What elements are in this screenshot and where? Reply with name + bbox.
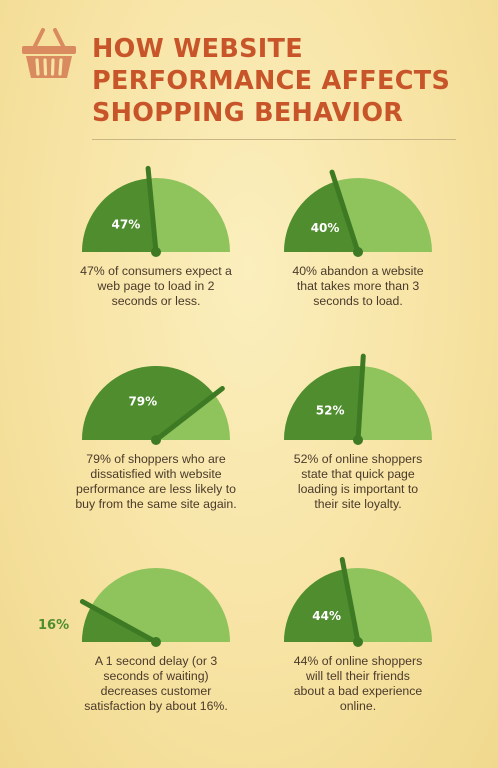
gauge-fill: [284, 569, 358, 642]
stat-cell-4: 52% 52% of online shoppers state that qu…: [258, 353, 458, 512]
percent-label: 79%: [128, 394, 157, 408]
stat-caption: 79% of shoppers who are dissatisfied wit…: [56, 452, 256, 512]
caption-line: A 1 second delay (or 3: [94, 654, 218, 668]
stat-cell-6: 44% 44% of online shoppers will tell the…: [258, 556, 458, 714]
caption-line: 79% of shoppers who are: [86, 452, 226, 466]
caption-line: dissatisfied with website: [90, 467, 222, 481]
gauge: [79, 568, 230, 647]
caption-line: seconds or less.: [111, 294, 201, 308]
caption-line: buy from the same site again.: [75, 497, 237, 511]
gauge-hub: [353, 637, 363, 647]
stat-cell-5: A 1 second delay (or 3 seconds of waitin…: [56, 566, 256, 714]
gauge-fill: [82, 365, 215, 440]
percent-label: 40%: [311, 221, 340, 235]
stat-caption: 52% of online shoppers state that quick …: [258, 452, 458, 512]
caption-line: decreases customer: [100, 684, 212, 698]
caption-line: that takes more than 3: [296, 279, 420, 293]
stat-caption: 47% of consumers expect a web page to lo…: [56, 264, 256, 309]
title-divider: [92, 139, 456, 140]
caption-line: their site loyalty.: [314, 497, 402, 511]
percent-label: 44%: [312, 609, 341, 623]
caption-line: online.: [339, 699, 377, 713]
shopping-basket-icon: [22, 28, 76, 78]
percent-label: 52%: [316, 403, 345, 417]
caption-line: performance are less likely to: [76, 482, 236, 496]
page-title: HOW WEBSITE PERFORMANCE AFFECTS SHOPPING…: [92, 33, 482, 129]
caption-line: will tell their friends: [306, 669, 410, 683]
gauge-fill: [82, 178, 156, 252]
stat-cell-2: 40% 40% abandon a website that takes mor…: [258, 169, 458, 309]
gauge-needle: [329, 169, 361, 255]
caption-line: satisfaction by about 16%.: [84, 699, 228, 713]
stat-caption: 44% of online shoppers will tell their f…: [258, 654, 458, 714]
caption-line: 40% abandon a website: [292, 264, 424, 278]
title-line-2: PERFORMANCE AFFECTS: [92, 66, 451, 96]
gauge-hub: [353, 247, 363, 257]
gauge-needle: [355, 353, 366, 443]
caption-line: web page to load in 2: [97, 279, 215, 293]
stat-cell-1: 47% 47% of consumers expect a web page t…: [56, 165, 256, 309]
stat-caption: 40% abandon a website that takes more th…: [258, 264, 458, 309]
gauge-hub: [151, 637, 161, 647]
gauge-needle: [145, 165, 159, 255]
gauge: 40%: [284, 169, 432, 257]
caption-line: about a bad experience: [293, 684, 423, 698]
gauge: 44%: [284, 556, 432, 647]
caption-line: loading is important to: [297, 482, 419, 496]
gauge-hub: [151, 435, 161, 445]
gauge: 47%: [82, 165, 230, 257]
caption-line: seconds to load.: [313, 294, 403, 308]
title-line-1: HOW WEBSITE: [92, 34, 303, 64]
stat-cell-3: 79% 79% of shoppers who are dissatisfied…: [56, 364, 256, 512]
gauge-needle: [339, 556, 361, 645]
gauge-needle: [79, 599, 159, 645]
caption-line: 44% of online shoppers: [293, 654, 423, 668]
title-line-3: SHOPPING BEHAVIOR: [92, 98, 404, 128]
caption-line: seconds of waiting): [103, 669, 209, 683]
gauge-fill: [284, 366, 363, 440]
caption-line: state that quick page: [301, 467, 415, 481]
gauge-needle: [153, 386, 225, 443]
percent-label: 47%: [112, 218, 141, 232]
gauge-hub: [151, 247, 161, 257]
stat-caption: A 1 second delay (or 3 seconds of waitin…: [56, 654, 256, 714]
gauge: 52%: [284, 353, 432, 445]
percent-label: 16%: [38, 618, 70, 633]
caption-line: 52% of online shoppers: [293, 452, 423, 466]
gauge: 79%: [82, 365, 230, 445]
caption-line: 47% of consumers expect a: [80, 264, 232, 278]
gauge-hub: [353, 435, 363, 445]
